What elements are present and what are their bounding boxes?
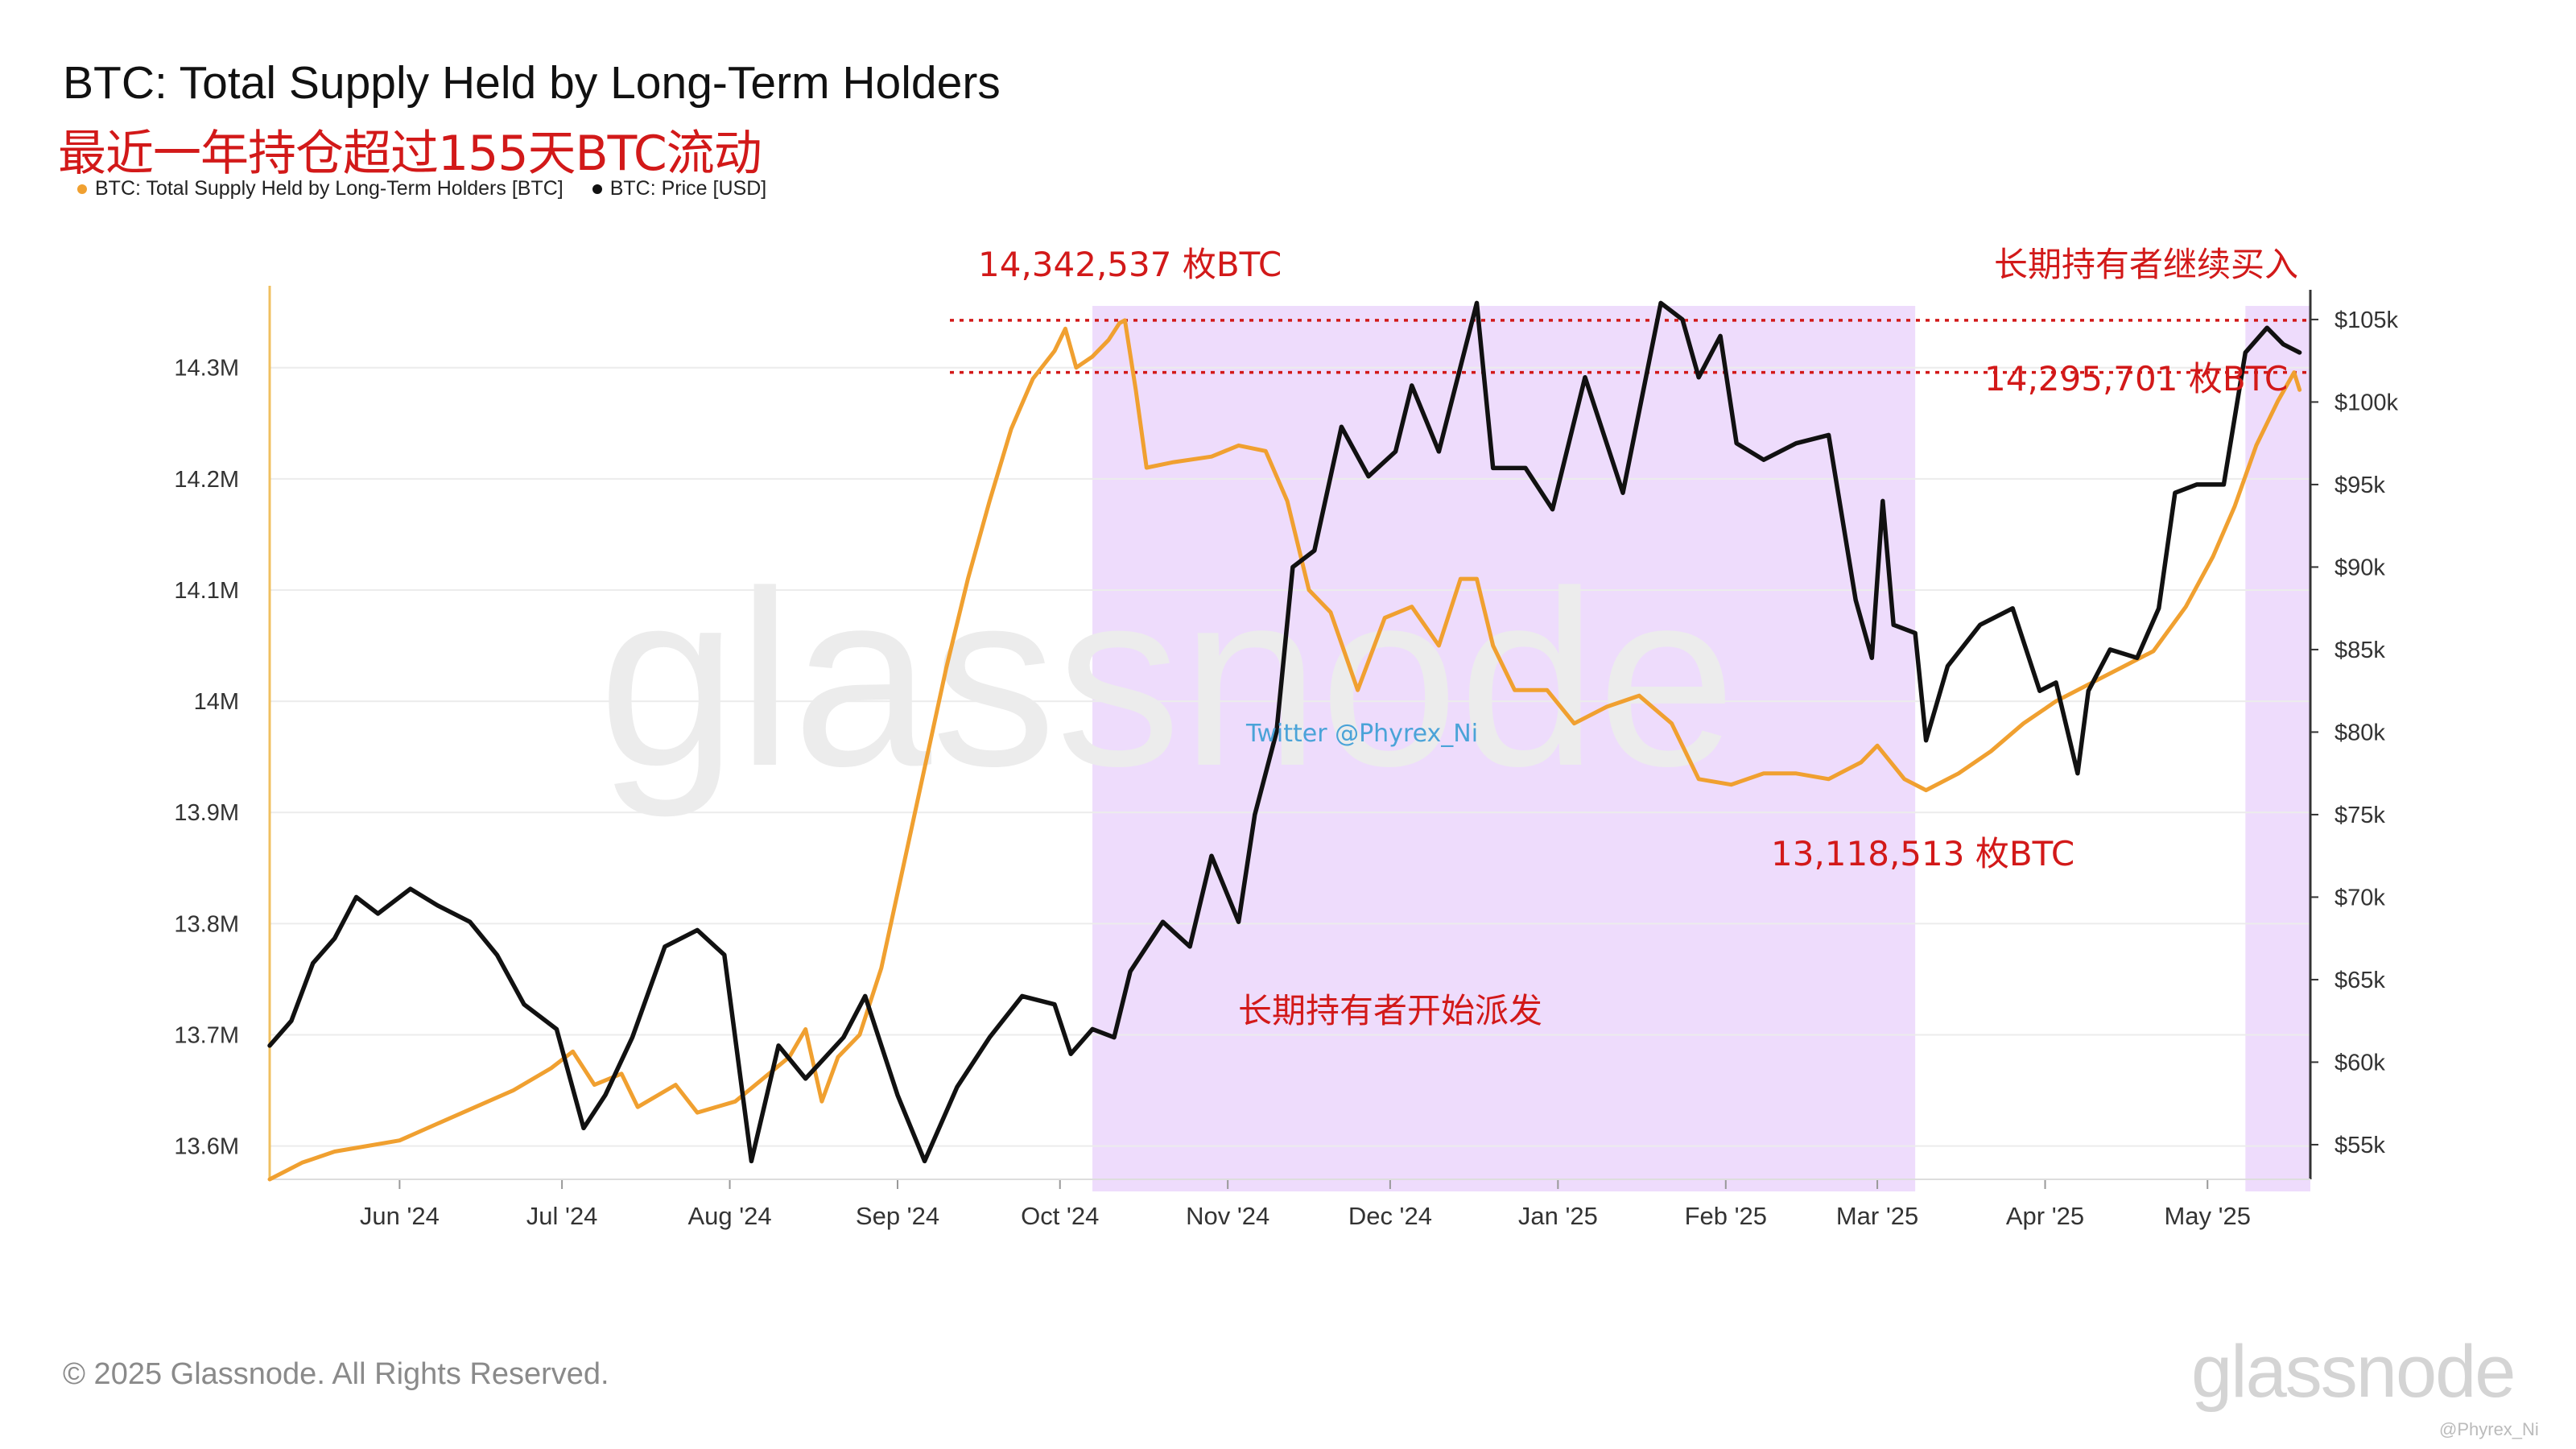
x-tick-label: Nov '24 [1186,1202,1269,1230]
y-right-tick-label: $60k [2334,1050,2385,1075]
y-left-tick-label: 13.9M [174,800,239,826]
tick-labels: 13.6M 13.7M 13.8M 13.9M 14M 14.1M 14.2M 14.3M $5… [174,308,2398,1230]
y-right-tick-label: $105k [2334,308,2399,333]
author-credit: @Phyrex_Ni [2439,1419,2539,1439]
x-tick-label: Dec '24 [1348,1202,1432,1230]
legend: BTC: Total Supply Held by Long-Term Hold… [77,177,766,200]
x-tick-label: Feb '25 [1685,1202,1767,1230]
y-right-tick-label: $90k [2334,555,2385,580]
x-tick-label: Apr '25 [2006,1202,2084,1230]
x-tick-label: Oct '24 [1021,1202,1099,1230]
y-right-tick-label: $95k [2334,473,2385,498]
y-left-tick-label: 14.3M [174,356,239,382]
y-left-tick-label: 14.1M [174,578,239,604]
y-right-tick-label: $100k [2334,390,2399,415]
y-left-tick-label: 13.6M [174,1134,239,1160]
x-tick-label: May '25 [2164,1202,2251,1230]
glassnode-watermark: glassnode [598,539,1736,819]
axes [268,286,2312,1180]
copyright-footer: © 2025 Glassnode. All Rights Reserved. [63,1357,609,1391]
glassnode-logo: glassnode [2191,1331,2516,1413]
x-tick-label: Jul '24 [526,1202,598,1230]
annotation-recent: 14,295,701 枚BTC [1984,359,2288,398]
x-tick-label: Mar '25 [1836,1202,1918,1230]
legend-label-price: BTC: Price [USD] [609,177,767,200]
annotation-buying: 长期持有者继续买入 [1994,245,2298,284]
x-tick-label: Sep '24 [856,1202,939,1230]
y-right-tick-label: $75k [2334,803,2385,828]
annotation-trough: 13,118,513 枚BTC [1771,834,2074,873]
legend-label-lth: BTC: Total Supply Held by Long-Term Hold… [95,177,564,200]
chart-subtitle: 最近一年持仓超过155天BTC流动 [58,126,762,182]
series-line-lth-supply [267,318,2302,1182]
y-left-tick-label: 14M [194,689,239,715]
annotation-distribution: 长期持有者开始派发 [1238,991,1542,1030]
y-left-tick-label: 13.7M [174,1022,239,1048]
legend-item-price: BTC: Price [USD] [592,177,766,200]
twitter-watermark: Twitter @Phyrex_Ni [1245,720,1478,748]
annotation-peak: 14,342,537 枚BTC [978,245,1282,284]
series-line-btc-price [267,300,2302,1164]
y-right-tick-label: $65k [2334,968,2385,993]
y-right-tick-label: $70k [2334,885,2385,910]
x-tick-label: Aug '24 [687,1202,771,1230]
y-left-tick-label: 14.2M [174,467,239,493]
reference-lines [950,319,2310,374]
grid-lines [270,318,2318,1189]
x-tick-label: Jun '24 [360,1202,440,1230]
y-left-tick-label: 13.8M [174,911,239,937]
chart-title: BTC: Total Supply Held by Long-Term Hold… [63,57,1001,109]
x-tick-label: Jan '25 [1518,1202,1598,1230]
legend-item-lth: BTC: Total Supply Held by Long-Term Hold… [77,177,564,200]
shaded-region-1 [2245,306,2310,1191]
y-right-tick-label: $85k [2334,638,2385,663]
y-right-tick-label: $55k [2334,1133,2385,1158]
legend-swatch-price [592,184,602,194]
legend-swatch-lth [77,184,87,194]
series-lines [267,300,2302,1182]
y-right-tick-label: $80k [2334,720,2385,745]
